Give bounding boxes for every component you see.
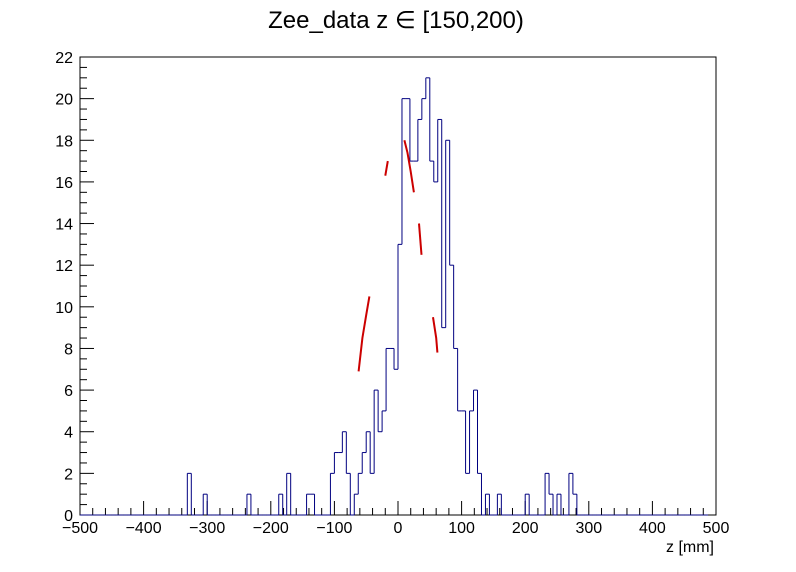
y-tick-label: 4 bbox=[64, 425, 73, 442]
y-tick-label: 16 bbox=[55, 175, 73, 192]
x-tick-label: 500 bbox=[703, 520, 730, 537]
x-tick-label: 300 bbox=[575, 520, 602, 537]
x-tick-label: −300 bbox=[189, 520, 225, 537]
x-axis-label: z [mm] bbox=[666, 539, 714, 556]
y-tick-label: 8 bbox=[64, 341, 73, 358]
fit-curve-segment bbox=[357, 296, 371, 372]
plot-area bbox=[80, 77, 709, 516]
chart-title: Zee_data z ∈ [150,200) bbox=[268, 7, 524, 34]
x-tick-label: −100 bbox=[316, 520, 352, 537]
y-tick-label: 22 bbox=[55, 50, 73, 67]
fit-curve-segment bbox=[418, 223, 423, 255]
y-tick-label: 6 bbox=[64, 383, 73, 400]
y-tick-label: 14 bbox=[55, 217, 73, 234]
y-tick-label: 10 bbox=[55, 300, 73, 317]
x-tick-label: 400 bbox=[639, 520, 666, 537]
fit-curve-segment bbox=[403, 140, 415, 193]
y-tick-label: 12 bbox=[55, 258, 73, 275]
y-tick-label: 2 bbox=[64, 466, 73, 483]
x-tick-label: 200 bbox=[512, 520, 539, 537]
x-tick-label: −500 bbox=[62, 520, 98, 537]
x-tick-label: −400 bbox=[126, 520, 162, 537]
y-axis: 0 2 4 6 8 10 12 14 16 18 20 22 bbox=[55, 50, 94, 525]
x-tick-label: −200 bbox=[253, 520, 289, 537]
fit-curve-segment bbox=[432, 317, 439, 353]
y-tick-label: 20 bbox=[55, 92, 73, 109]
fit-curve-segment bbox=[384, 160, 389, 176]
x-axis: −500 −400 −300 −200 −100 0 100 200 300 400 500 bbox=[62, 501, 729, 537]
y-tick-label: 18 bbox=[55, 133, 73, 150]
x-tick-label: 0 bbox=[394, 520, 403, 537]
x-tick-label: 100 bbox=[448, 520, 475, 537]
y-tick-label: 0 bbox=[64, 508, 73, 525]
